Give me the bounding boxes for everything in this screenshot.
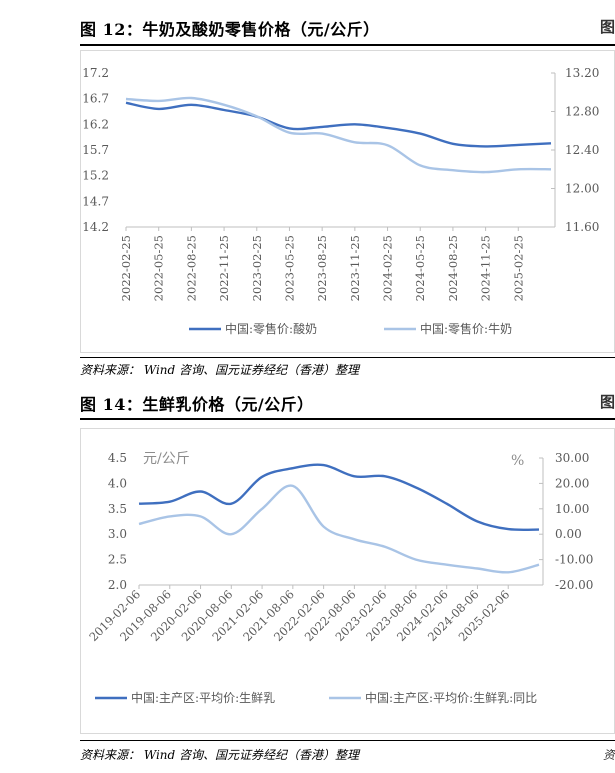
figure-12-bottom-rule — [80, 357, 615, 358]
x-tick-label: 2023-11-25 — [348, 235, 362, 301]
chart-retail-milk-yogurt: 17.2 16.7 16.2 15.7 15.2 14.7 14.2 13.20 12.80 12… — [80, 50, 615, 353]
figure-14-title: 图 14：生鲜乳价格（元/公斤） — [80, 395, 314, 414]
y-left-tick-label: 3.0 — [108, 527, 127, 541]
series-line-0 — [125, 101, 552, 148]
y-right-tick-label: 12.80 — [565, 105, 599, 119]
figure-12-title-rule — [80, 44, 615, 46]
next-column-fig-marker-2: 图 — [600, 393, 615, 411]
figure-14-bottom-rule — [80, 740, 615, 741]
y-left-tick-label: 4.0 — [108, 476, 127, 490]
series-line-1 — [125, 96, 552, 174]
chart-2-svg: 4.5 4.0 3.5 3.0 2.5 2.0 30.00 20.00 10.00 0.00 -10… — [86, 451, 593, 705]
legend-label-1: 中国:主产区:平均价:生鲜乳:同比 — [365, 690, 537, 705]
y-left-tick-label: 16.2 — [82, 117, 109, 131]
next-column-fig-marker: 图 — [600, 18, 615, 36]
y-right-tick-label: 20.00 — [555, 476, 589, 490]
y-left-tick-label: 2.0 — [108, 578, 127, 592]
legend-label-0: 中国:零售价:酸奶 — [225, 321, 317, 336]
y-left-tick-label: 15.2 — [82, 169, 109, 183]
x-tick-label: 2022-02-25 — [119, 235, 133, 301]
y-right-tick-label: 11.60 — [565, 220, 599, 234]
x-tick-label: 2024-05-25 — [413, 235, 427, 301]
figure-14-source: 资料来源： Wind 咨询、国元证券经纪（香港）整理 — [80, 748, 360, 762]
x-tick-label: 2022-08-25 — [184, 235, 198, 301]
figure-12-source: 资料来源： Wind 咨询、国元证券经纪（香港）整理 — [80, 363, 360, 377]
y-right-tick-label: 12.00 — [565, 182, 599, 196]
y-right-tick-label: 13.20 — [565, 66, 599, 80]
x-tick-label: 2024-02-25 — [381, 235, 395, 301]
x-tick-label: 2024-11-25 — [479, 235, 493, 301]
y-right-tick-label: -20.00 — [555, 578, 593, 592]
y-left-tick-label: 3.5 — [108, 502, 127, 516]
x-tick-label: 2022-05-25 — [152, 235, 166, 301]
chart-raw-milk-price: 4.5 4.0 3.5 3.0 2.5 2.0 30.00 20.00 10.00 0.00 -10… — [80, 428, 615, 734]
y-right-tick-label: 12.40 — [565, 143, 599, 157]
y-right-tick-label: 30.00 — [555, 451, 589, 465]
y-left-tick-label: 15.7 — [82, 143, 109, 157]
series-line-1 — [138, 484, 540, 574]
next-column-source-marker: 资 — [603, 748, 615, 762]
x-tick-label: 2022-11-25 — [217, 235, 231, 301]
figure-14-title-rule — [80, 418, 615, 420]
y-left-tick-label: 16.7 — [82, 92, 109, 106]
figure-12-title: 图 12：牛奶及酸奶零售价格（元/公斤） — [80, 20, 380, 39]
x-tick-label: 2023-08-25 — [315, 235, 329, 301]
x-tick-label: 2024-08-25 — [446, 235, 460, 301]
series-line-0 — [138, 463, 540, 532]
y-right-tick-label: -10.00 — [555, 553, 593, 567]
y-left-tick-label: 2.5 — [108, 553, 127, 567]
legend-label-1: 中国:零售价:牛奶 — [420, 321, 512, 336]
x-tick-label: 2023-02-25 — [250, 235, 264, 301]
y-right-tick-label: 0.00 — [555, 527, 582, 541]
y-left-tick-label: 17.2 — [82, 66, 109, 80]
y-left-tick-label: 14.7 — [82, 194, 109, 208]
x-tick-label: 2025-02-25 — [511, 235, 525, 301]
y-left-unit-label: 元/公斤 — [143, 451, 190, 467]
y-right-tick-label: 10.00 — [555, 502, 589, 516]
legend-label-0: 中国:主产区:平均价:生鲜乳 — [131, 690, 275, 705]
y-right-unit-label: % — [511, 453, 524, 469]
y-left-tick-label: 14.2 — [82, 220, 109, 234]
y-left-tick-label: 4.5 — [108, 451, 127, 465]
chart-1-svg: 17.2 16.7 16.2 15.7 15.2 14.7 14.2 13.20 12.80 12… — [82, 66, 599, 336]
x-tick-label: 2023-05-25 — [282, 235, 296, 301]
